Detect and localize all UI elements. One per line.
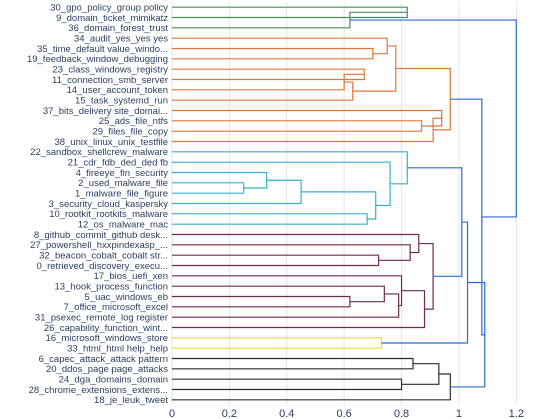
- x-tick-label: 0: [169, 408, 175, 419]
- dendrogram-link: [407, 167, 463, 277]
- dendrogram-link: [352, 45, 397, 92]
- leaf-label: 25_ads_file_ntfs: [99, 116, 168, 127]
- dendrogram-link: [172, 233, 420, 254]
- leaf-label: 22_sandbox_shellcrew_malware: [30, 147, 168, 158]
- leaf-label: 18_je_leuk_tweet: [94, 395, 168, 406]
- leaf-label: 10_rootkit_rootkits_malware: [49, 209, 168, 220]
- x-tick-label: 0.8: [394, 408, 409, 419]
- dendrogram-link: [172, 244, 411, 261]
- x-tick-label: 0.2: [222, 408, 237, 419]
- dendrogram-link: [172, 120, 423, 132]
- leaf-label: 11_connection_smb_server: [52, 75, 168, 86]
- leaf-labels: 30_gpo_policy_group policy9_domain_ticke…: [27, 2, 168, 406]
- x-tick-label: 1.2: [509, 408, 524, 419]
- leaf-label: 33_html_html help_help: [67, 343, 168, 354]
- leaf-label: 19_feedback_window_debugging: [27, 54, 168, 65]
- leaf-label: 34_audit_yes_yes yes: [74, 33, 168, 44]
- dendrogram-link: [172, 179, 302, 205]
- dendrogram-link: [172, 290, 426, 329]
- dendrogram-link: [172, 357, 414, 370]
- dendrogram-link: [172, 68, 365, 81]
- dendrogram-link: [418, 242, 434, 310]
- x-tick-label: 1: [456, 408, 462, 419]
- dendrogram-link: [172, 373, 451, 401]
- leaf-label: 38_unix_linux_unix_testfile: [54, 137, 168, 148]
- dendrogram-link: [395, 67, 451, 131]
- dendrogram-link: [172, 295, 351, 308]
- leaf-label: 7_office_microsoft_excel: [64, 302, 168, 313]
- dendrogram-link: [172, 293, 400, 318]
- dendrogram-link: [172, 6, 408, 19]
- dendrogram-link: [172, 254, 380, 267]
- dendrogram-link: [172, 182, 245, 194]
- leaf-label: 21_cdr_fdb_ded_ded fb: [68, 157, 168, 168]
- leaf-label: 2_used_malware_file: [78, 178, 168, 189]
- leaf-label: 17_bios_uefi_xen: [94, 271, 168, 282]
- x-tick-label: 0.4: [279, 408, 294, 419]
- leaf-label: 35_time_default value_windo...: [37, 44, 168, 55]
- dendrogram-links: [172, 6, 517, 401]
- leaf-label: 28_chrome_extensions_extens...: [29, 385, 168, 396]
- leaf-label: 14_user_account_token: [67, 85, 168, 96]
- dendrogram-link: [172, 161, 391, 207]
- dendrogram-link: [172, 81, 354, 101]
- leaf-label: 30_gpo_policy_group policy: [50, 2, 168, 13]
- leaf-label: 13_hook_process_function: [54, 281, 168, 292]
- dendrogram-link: [349, 19, 517, 218]
- dendrogram-link: [301, 191, 377, 220]
- leaf-label: 23_class_windows_registry: [52, 64, 168, 75]
- dendrogram-link: [172, 73, 365, 91]
- dendrogram-link: [172, 11, 408, 29]
- leaf-label: 36_domain_forest_trust: [68, 23, 168, 34]
- leaf-label: 16_microsoft_windows_store: [45, 333, 168, 344]
- dendrogram-link: [172, 109, 443, 127]
- leaf-label: 20_ddos_page page_attacks: [46, 364, 168, 375]
- dendrogram-link: [401, 363, 440, 385]
- leaf-label: 37_bits_delivery site_domai...: [43, 106, 168, 117]
- x-tick-label: 0.6: [337, 408, 352, 419]
- leaf-label: 29_files_file_copy: [92, 126, 168, 137]
- dendrogram-link: [172, 171, 268, 189]
- dendrogram-link: [172, 151, 408, 185]
- leaf-label: 3_security_cloud_kaspersky: [49, 199, 169, 210]
- leaf-label: 12_os_malware_mac: [78, 219, 169, 230]
- dendrogram-link: [172, 47, 374, 60]
- dendrogram-link: [172, 378, 403, 391]
- dendrogram-link: [172, 275, 403, 307]
- leaf-label: 4_fireeye_fin_security: [76, 168, 169, 179]
- leaf-label: 5_uac_windows_eb: [85, 292, 168, 303]
- leaf-label: 27_powershell_hxxpindexasp_...: [30, 240, 168, 251]
- leaf-label: 9_domain_ticket_mimikatz: [56, 13, 168, 24]
- x-axis-ticks: 0 0.2 0.4 0.6 0.8 1 1.2: [169, 408, 524, 419]
- leaf-label: 32_beacon_cobalt_cobalt str...: [39, 250, 168, 261]
- dendrogram-link: [172, 37, 388, 55]
- leaf-label: 24_dga_domains_domain: [59, 374, 168, 385]
- dendrogram-link: [172, 213, 368, 225]
- leaf-label: 15_task_systemd_run: [75, 95, 168, 106]
- leaf-label: 0_retrieved_discovery_execu...: [37, 261, 169, 272]
- dendrogram-link: [172, 337, 383, 349]
- dendrogram-link: [172, 285, 385, 303]
- leaf-label: 1_malware_file_figure: [75, 188, 168, 199]
- leaf-label: 8_github_commit_github desk...: [34, 230, 168, 241]
- leaf-label: 26_capability_function_wint...: [44, 323, 168, 334]
- leaf-label: 6_capec_attack_attack pattern: [39, 354, 168, 365]
- leaf-label: 31_psexec_remote_log register: [35, 312, 168, 323]
